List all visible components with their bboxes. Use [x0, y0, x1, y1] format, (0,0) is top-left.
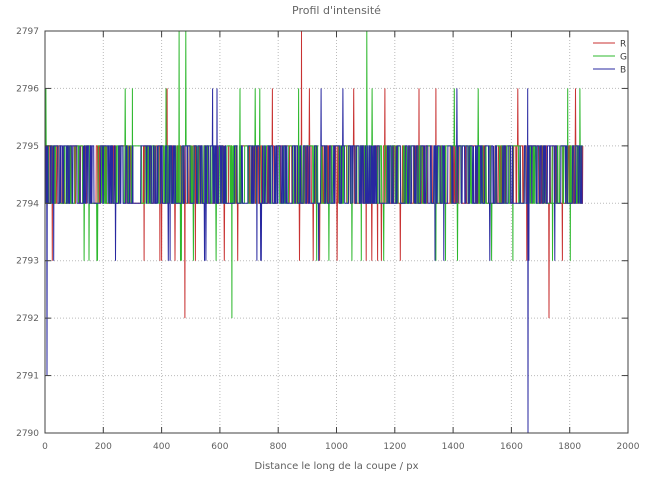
x-tick-label: 600 [211, 442, 228, 452]
x-tick-label: 1800 [558, 442, 581, 452]
y-tick-label: 2796 [16, 84, 39, 94]
x-tick-label: 1400 [442, 442, 465, 452]
x-tick-label: 1000 [325, 442, 348, 452]
legend-label-G: G [620, 53, 627, 63]
legend-label-R: R [620, 40, 626, 50]
x-tick-label: 400 [153, 442, 170, 452]
x-tick-label: 800 [270, 442, 287, 452]
y-tick-label: 2791 [16, 372, 39, 382]
y-tick-label: 2795 [16, 142, 39, 152]
tick-labels: 0 200 400 600 800 1000 1200 1400 1600 1800 2000 279… [16, 27, 640, 452]
legend: RGB [593, 40, 627, 76]
tick-marks [44, 30, 629, 434]
y-tick-label: 2793 [16, 257, 39, 267]
x-tick-label: 2000 [617, 442, 640, 452]
y-tick-label: 2794 [16, 199, 39, 209]
y-tick-label: 2797 [16, 27, 39, 37]
x-tick-label: 0 [42, 442, 48, 452]
x-tick-label: 200 [95, 442, 112, 452]
x-tick-label: 1200 [383, 442, 406, 452]
series-group [44, 30, 584, 434]
legend-label-B: B [620, 66, 626, 76]
x-tick-label: 1600 [500, 442, 523, 452]
x-axis-title: Distance le long de la coupe / px [254, 461, 419, 472]
y-tick-label: 2790 [16, 429, 39, 439]
y-tick-label: 2792 [16, 314, 39, 324]
series-B-line [45, 88, 583, 434]
chart-title: Profil d'intensité [292, 4, 381, 17]
